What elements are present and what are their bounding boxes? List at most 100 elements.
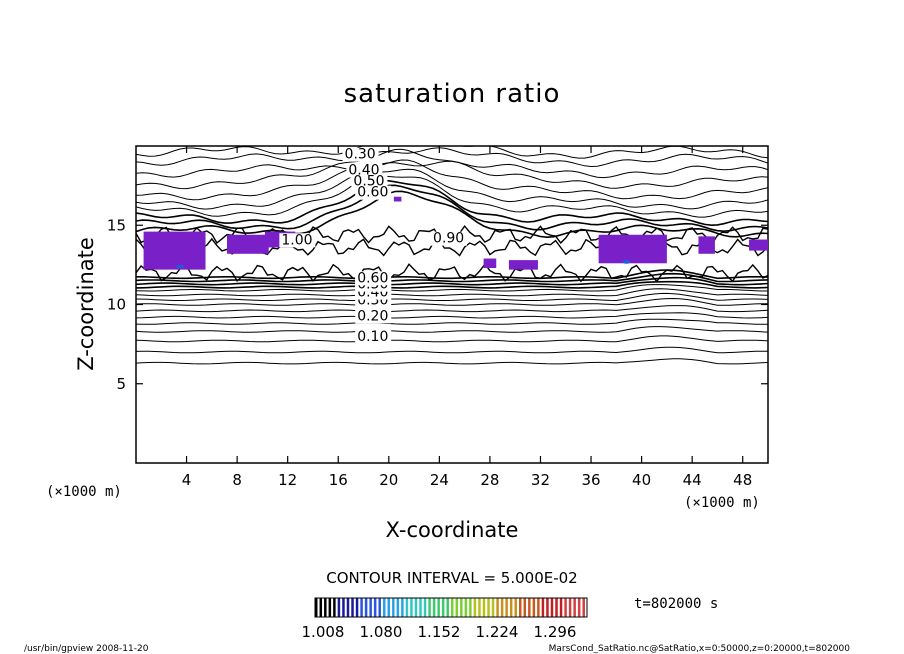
x-tick-label: 20 (379, 471, 398, 489)
colorbar-swatch (405, 598, 409, 617)
contour-label-bg (355, 329, 392, 344)
contour-line (136, 312, 768, 319)
colorbar-swatch (328, 598, 332, 617)
colorbar-swatch (555, 598, 558, 617)
contour-label-bg (431, 231, 468, 246)
contour-line (136, 168, 768, 210)
contour-line (136, 335, 768, 343)
colorbar-swatch (419, 598, 422, 617)
contour-line (136, 280, 768, 289)
x-tick-label: 44 (683, 471, 702, 489)
colorbar-swatch (315, 598, 318, 617)
x-tick-label: 16 (329, 471, 348, 489)
colorbar-swatch (360, 598, 363, 617)
x-tick-label: 8 (232, 471, 242, 489)
contour-label: 0.90 (433, 231, 464, 247)
contour-label: 0.60 (357, 270, 388, 286)
colorbar-swatch (319, 598, 323, 617)
footer-right: MarsCond_SatRatio.nc@SatRatio,x=0:50000,… (549, 644, 851, 654)
colorbar-swatch (451, 598, 454, 617)
colorbar-swatch (428, 598, 431, 617)
colorbar-swatch (410, 598, 413, 617)
colorbar-swatch (378, 598, 381, 617)
contour-label: 0.40 (348, 163, 379, 179)
colorbar-swatch (505, 598, 508, 617)
saturated-region (749, 239, 768, 251)
colorbar-swatch (342, 598, 345, 617)
colorbar-swatch (460, 598, 463, 617)
colorbar-tick-label: 1.296 (534, 623, 577, 641)
colorbar-frame (314, 597, 588, 618)
high-saturation-spot (176, 264, 185, 269)
contour-line (136, 147, 768, 168)
y-axis-label: Z-coordinate (74, 237, 98, 371)
plot-frame (135, 145, 769, 464)
x-tick-label: 32 (531, 471, 550, 489)
colorbar-swatch (324, 598, 327, 617)
colorbar-swatch (546, 598, 549, 617)
contour-line (136, 179, 768, 227)
colorbar-swatch (537, 598, 540, 617)
colorbar-swatch (469, 598, 472, 617)
colorbar-swatch (482, 598, 486, 617)
contour-line (136, 159, 768, 201)
contour-label-bg (355, 309, 392, 324)
colorbar-swatch (509, 598, 513, 617)
x-tick-label: 4 (182, 471, 192, 489)
colorbar-swatch (414, 598, 418, 617)
contour-line (136, 305, 768, 313)
contour-label-bg (351, 174, 388, 189)
y-tick-label: 5 (116, 375, 126, 393)
colorbar-tick-label: 1.008 (302, 623, 345, 641)
colorbar-swatch (373, 598, 377, 617)
contour-line (136, 297, 768, 306)
x-unit-label: (×1000 m) (684, 495, 760, 511)
colorbar-swatch (541, 598, 545, 617)
colorbar-swatch (523, 598, 527, 617)
x-tick-label: 40 (632, 471, 651, 489)
colorbar-swatch (355, 598, 359, 617)
contour-label-bg (346, 163, 383, 178)
contour-interval-label: CONTOUR INTERVAL = 5.000E-02 (326, 569, 577, 587)
colorbar-swatch (333, 598, 336, 617)
contour-label-bg (355, 185, 392, 200)
colorbar-swatch (491, 598, 495, 617)
colorbar-swatch (401, 598, 404, 617)
time-label: t=802000 s (634, 596, 718, 612)
colorbar-tick-label: 1.152 (418, 623, 461, 641)
x-axis-ticks: 4 8 12 16 20 24 28 32 36 40 44 48 (182, 146, 752, 489)
colorbar-swatch (369, 598, 372, 617)
colorbar-swatch (423, 598, 427, 617)
colorbar-swatch (528, 598, 531, 617)
colorbar-swatch (559, 598, 563, 617)
y-axis-ticks: 5 10 15 (107, 216, 768, 393)
x-tick-label: 24 (430, 471, 449, 489)
colorbar-swatch (582, 598, 585, 617)
colorbar-swatch (432, 598, 436, 617)
contour-line (136, 263, 768, 283)
colorbar-swatch (550, 598, 554, 617)
colorbar-swatch (564, 598, 567, 617)
contour-line (136, 160, 768, 179)
colorbar-swatch (577, 598, 581, 617)
colorbar-swatch (387, 598, 391, 617)
colorbar-tick-label: 1.224 (476, 623, 519, 641)
contour-label: 0.20 (357, 308, 388, 324)
contour-label: 1.00 (281, 232, 312, 248)
contour-line (136, 292, 768, 302)
contour-labels: 0.100.200.300.400.500.601.000.300.400.50… (279, 147, 468, 345)
x-tick-label: 12 (278, 471, 297, 489)
contour-lines (136, 146, 768, 365)
colorbar-swatch (337, 598, 341, 617)
y-tick-label: 10 (107, 296, 126, 314)
contour-line (136, 318, 768, 325)
colorbar-swatch (446, 598, 449, 617)
colorbar-swatch (441, 598, 445, 617)
x-axis-label: X-coordinate (386, 518, 519, 542)
colorbar-swatch (437, 598, 440, 617)
saturated-region (143, 231, 206, 270)
saturated-region (508, 260, 538, 270)
colorbar-swatch (396, 598, 400, 617)
colorbar-swatch (573, 598, 576, 617)
colorbar-swatch (487, 598, 490, 617)
